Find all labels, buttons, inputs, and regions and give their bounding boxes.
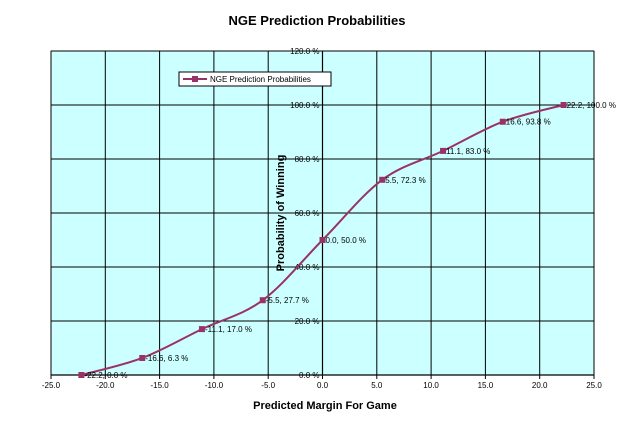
data-label: 5.5, 72.3 % — [385, 176, 425, 185]
y-axis-ticks: 0.0 % 20.0 % 40.0 % 60.0 % 80.0 % 100.0 % 120.… — [290, 47, 323, 380]
y-tick-label: 100.0 % — [290, 101, 319, 110]
data-label: -11.1, 17.0 % — [205, 325, 252, 334]
data-label: -5.5, 27.7 % — [266, 296, 309, 305]
legend-box — [178, 71, 332, 87]
series-layer — [78, 102, 567, 378]
legend-swatch-marker — [192, 76, 198, 82]
y-tick-label: 80.0 % — [295, 155, 320, 164]
x-tick-label: 0.0 — [317, 381, 329, 390]
y-tick-label: 40.0 % — [295, 263, 320, 272]
x-tick-label: -5.0 — [261, 381, 275, 390]
data-point-marker — [379, 176, 386, 183]
data-label: 0.0, 50.0 % — [326, 236, 366, 245]
y-tick-label: 60.0 % — [295, 209, 320, 218]
x-tick-label: 25.0 — [586, 381, 602, 390]
x-tick-label: 10.0 — [423, 381, 439, 390]
data-label: 11.1, 83.0 % — [446, 147, 490, 156]
data-point-marker — [198, 326, 205, 333]
data-point-marker — [499, 118, 506, 125]
x-axis-title: Predicted Margin For Game — [253, 400, 397, 412]
y-axis-title: Probability of Winning — [275, 155, 287, 272]
x-axis-ticks: -25.0 -20.0 -15.0 -10.0 -5.0 0.0 5.0 10.0 15.0 20… — [42, 375, 602, 390]
y-tick-label: 120.0 % — [290, 47, 319, 56]
legend: NGE Prediction Probabilities — [178, 71, 332, 87]
data-label: 22.2, 100.0 % — [567, 101, 616, 110]
chart-title: NGE Prediction Probabilities — [229, 13, 406, 28]
x-tick-label: 15.0 — [478, 381, 494, 390]
data-labels: -22.2, 0.0 % -16.6, 6.3 % -11.1, 17.0 % -5.… — [84, 101, 616, 380]
legend-label: NGE Prediction Probabilities — [210, 75, 311, 84]
x-tick-label: -15.0 — [150, 381, 169, 390]
y-tick-label: 20.0 % — [295, 317, 320, 326]
x-tick-label: -10.0 — [205, 381, 224, 390]
data-label: -22.2, 0.0 % — [84, 371, 127, 380]
data-point-marker — [440, 147, 447, 154]
data-point-marker — [259, 297, 266, 304]
y-tick-label: 0.0 % — [299, 371, 319, 380]
x-tick-label: 5.0 — [371, 381, 383, 390]
data-label: 16.6, 93.8 % — [506, 118, 551, 127]
x-tick-label: -20.0 — [96, 381, 115, 390]
data-point-marker — [319, 237, 326, 243]
x-tick-label: 20.0 — [532, 381, 548, 390]
data-point-marker — [139, 354, 146, 361]
data-label: -16.6, 6.3 % — [145, 354, 188, 363]
data-point-marker — [560, 102, 567, 108]
x-tick-label: -25.0 — [42, 381, 61, 390]
data-point-marker — [78, 372, 85, 378]
